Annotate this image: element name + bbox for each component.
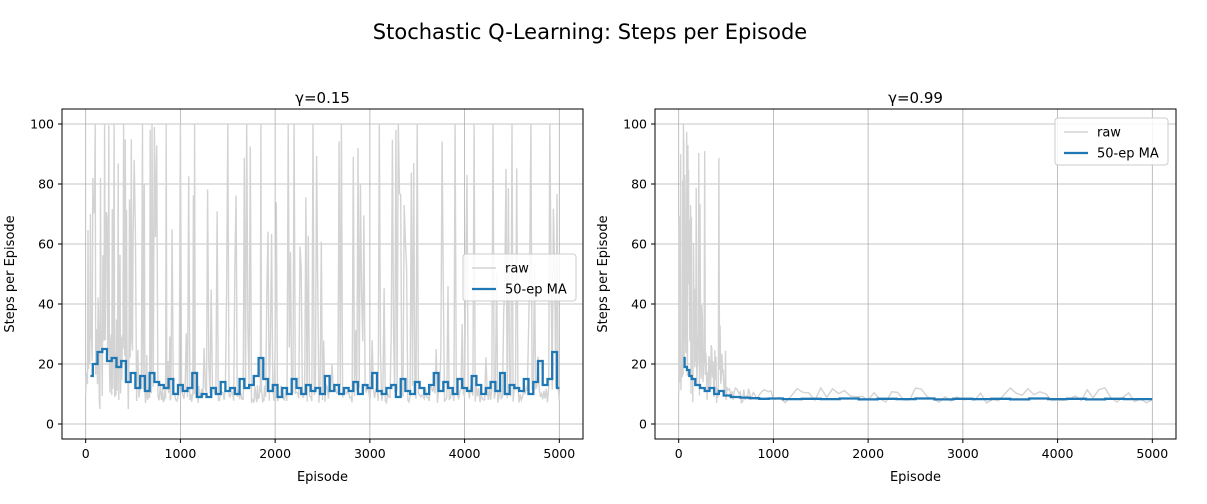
series-raw-line [678, 123, 1153, 404]
subplot-gamma-0.99: 0 1000 2000 3000 4000 5000 0 20 40 60 80 100 γ=0.99 E… [596, 89, 1177, 485]
x-tick-label: 1000 [758, 446, 790, 461]
subplot-gamma-0.15: 0 1000 2000 3000 4000 5000 0 20 40 60 80 100 γ=0.15 E… [3, 89, 584, 485]
y-tick-label: 100 [30, 117, 54, 132]
x-tick-label: 3000 [354, 446, 386, 461]
x-tick-label: 3000 [947, 446, 979, 461]
y-tick-label: 60 [631, 237, 647, 252]
subplot-title: γ=0.99 [888, 89, 943, 107]
legend-label: 50-ep MA [1097, 147, 1159, 162]
series-ma-line [683, 356, 1153, 401]
y-tick-label: 0 [46, 417, 54, 432]
axes-frame [654, 108, 1177, 440]
y-axis-label: Steps per Episode [596, 215, 611, 332]
x-tick-label: 2000 [259, 446, 291, 461]
y-tick-label: 0 [639, 417, 647, 432]
x-tick-label: 0 [82, 446, 90, 461]
legend-label: 50-ep MA [505, 283, 567, 298]
axes-frame [61, 108, 584, 440]
y-tick-label: 80 [631, 177, 647, 192]
y-tick-label: 40 [38, 297, 54, 312]
y-tick-label: 20 [38, 357, 54, 372]
y-tick-label: 60 [38, 237, 54, 252]
legend-label: raw [1097, 126, 1121, 141]
x-tick-label: 4000 [449, 446, 481, 461]
x-axis-label: Episode [297, 470, 348, 485]
subplot-title: γ=0.15 [295, 89, 350, 107]
y-tick-label: 100 [623, 117, 647, 132]
y-axis-label: Steps per Episode [3, 215, 18, 332]
x-axis-label: Episode [890, 470, 941, 485]
x-tick-label: 4000 [1042, 446, 1074, 461]
y-tick-label: 80 [38, 177, 54, 192]
x-tick-label: 5000 [543, 446, 575, 461]
x-tick-label: 1000 [165, 446, 197, 461]
x-tick-label: 5000 [1136, 446, 1168, 461]
y-tick-label: 20 [631, 357, 647, 372]
y-tick-label: 40 [631, 297, 647, 312]
x-tick-label: 2000 [852, 446, 884, 461]
x-tick-label: 0 [675, 446, 683, 461]
figure-suptitle: Stochastic Q-Learning: Steps per Episode [373, 20, 807, 44]
series-ma-line [90, 347, 560, 399]
legend-label: raw [505, 262, 529, 277]
